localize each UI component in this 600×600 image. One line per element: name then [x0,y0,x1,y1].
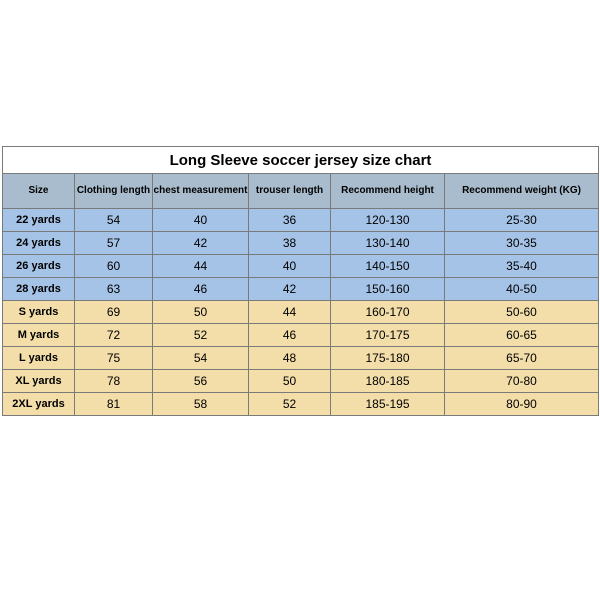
value-cell: 150-160 [331,278,445,301]
value-cell: 44 [153,255,249,278]
size-cell: M yards [3,324,75,347]
value-cell: 40 [153,209,249,232]
value-cell: 35-40 [445,255,599,278]
table-row: S yards695044160-17050-60 [3,301,599,324]
table-row: 24 yards574238130-14030-35 [3,232,599,255]
value-cell: 50 [153,301,249,324]
value-cell: 38 [249,232,331,255]
size-cell: L yards [3,347,75,370]
value-cell: 78 [75,370,153,393]
value-cell: 60-65 [445,324,599,347]
value-cell: 30-35 [445,232,599,255]
table-row: 22 yards544036120-13025-30 [3,209,599,232]
value-cell: 40 [249,255,331,278]
col-trous: trouser length [249,174,331,209]
value-cell: 46 [153,278,249,301]
table-row: 26 yards604440140-15035-40 [3,255,599,278]
col-size: Size [3,174,75,209]
value-cell: 57 [75,232,153,255]
value-cell: 36 [249,209,331,232]
header-row: Size Clothing length chest measurement t… [3,174,599,209]
value-cell: 120-130 [331,209,445,232]
value-cell: 54 [153,347,249,370]
size-cell: 26 yards [3,255,75,278]
value-cell: 140-150 [331,255,445,278]
value-cell: 48 [249,347,331,370]
col-chest: chest measurement [153,174,249,209]
value-cell: 52 [249,393,331,416]
size-chart-container: Long Sleeve soccer jersey size chart Siz… [0,146,600,416]
size-chart-table: Long Sleeve soccer jersey size chart Siz… [2,146,599,416]
size-cell: 28 yards [3,278,75,301]
value-cell: 60 [75,255,153,278]
value-cell: 65-70 [445,347,599,370]
col-weight: Recommend weight (KG) [445,174,599,209]
value-cell: 46 [249,324,331,347]
value-cell: 56 [153,370,249,393]
value-cell: 81 [75,393,153,416]
value-cell: 25-30 [445,209,599,232]
size-cell: 22 yards [3,209,75,232]
value-cell: 42 [153,232,249,255]
chart-title: Long Sleeve soccer jersey size chart [3,147,599,174]
value-cell: 40-50 [445,278,599,301]
size-cell: 24 yards [3,232,75,255]
value-cell: 42 [249,278,331,301]
table-row: M yards725246170-17560-65 [3,324,599,347]
value-cell: 75 [75,347,153,370]
table-row: XL yards785650180-18570-80 [3,370,599,393]
table-row: 28 yards634642150-16040-50 [3,278,599,301]
size-cell: S yards [3,301,75,324]
table-row: 2XL yards815852185-19580-90 [3,393,599,416]
col-cloth: Clothing length [75,174,153,209]
size-cell: XL yards [3,370,75,393]
value-cell: 130-140 [331,232,445,255]
value-cell: 80-90 [445,393,599,416]
value-cell: 69 [75,301,153,324]
value-cell: 160-170 [331,301,445,324]
table-row: L yards755448175-18065-70 [3,347,599,370]
value-cell: 180-185 [331,370,445,393]
value-cell: 50-60 [445,301,599,324]
size-rows: 22 yards544036120-13025-3024 yards574238… [3,209,599,416]
value-cell: 50 [249,370,331,393]
size-cell: 2XL yards [3,393,75,416]
value-cell: 70-80 [445,370,599,393]
value-cell: 185-195 [331,393,445,416]
value-cell: 44 [249,301,331,324]
col-height: Recommend height [331,174,445,209]
value-cell: 175-180 [331,347,445,370]
value-cell: 54 [75,209,153,232]
value-cell: 170-175 [331,324,445,347]
value-cell: 52 [153,324,249,347]
value-cell: 58 [153,393,249,416]
value-cell: 72 [75,324,153,347]
value-cell: 63 [75,278,153,301]
title-row: Long Sleeve soccer jersey size chart [3,147,599,174]
